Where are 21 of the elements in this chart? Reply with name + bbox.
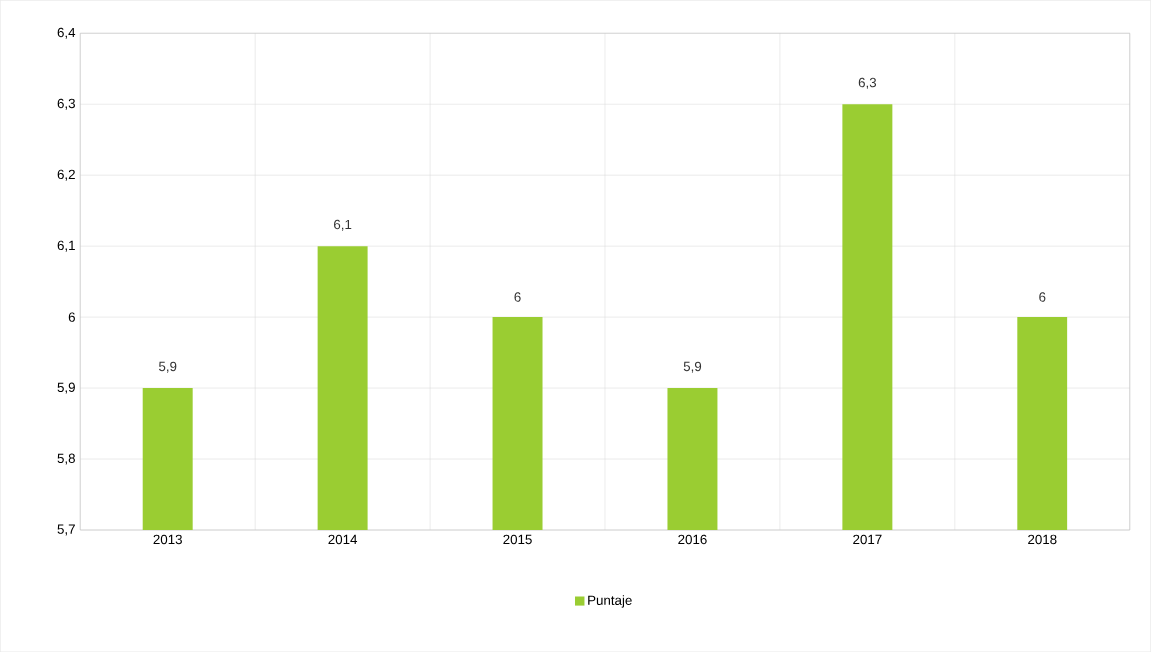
data-label: 6,1	[334, 219, 352, 231]
x-tick-label: 2014	[328, 534, 358, 545]
y-tick-label: 6	[68, 312, 75, 322]
data-label: 6	[514, 292, 521, 302]
legend-label: Puntaje	[588, 595, 632, 608]
data-label: 6	[1039, 292, 1046, 302]
x-tick-label: 2016	[678, 534, 707, 545]
y-tick-label: 6,1	[57, 240, 75, 252]
y-tick-label: 5,7	[57, 524, 75, 536]
y-tick-label: 6,3	[57, 98, 75, 110]
x-tick-label: 2013	[153, 534, 182, 545]
y-tick-label: 5,9	[57, 382, 75, 394]
data-label: 5,9	[683, 361, 702, 373]
y-tick-label: 6,2	[57, 169, 75, 181]
x-tick-label: 2018	[1028, 534, 1057, 545]
x-tick-label: 2015	[503, 534, 532, 545]
y-tick-label: 5,8	[57, 453, 75, 465]
x-tick-label: 2017	[853, 534, 882, 545]
data-label: 5,9	[158, 361, 177, 373]
data-label: 6,3	[858, 77, 877, 89]
y-tick-label: 6,4	[57, 27, 76, 39]
